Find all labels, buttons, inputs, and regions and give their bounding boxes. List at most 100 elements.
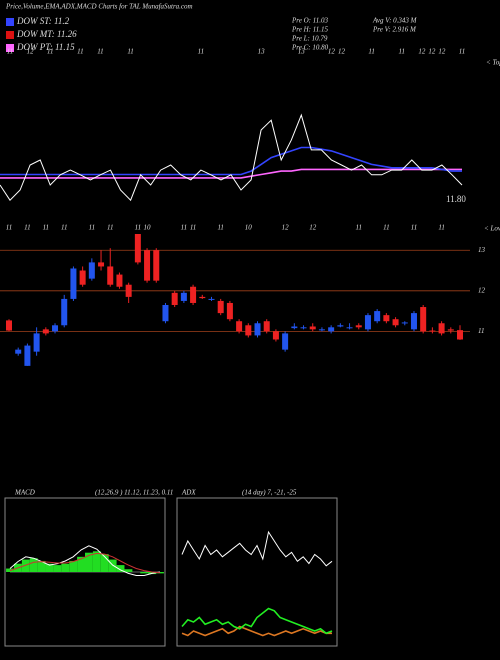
histogram-bar bbox=[85, 552, 93, 572]
candle-body bbox=[217, 300, 224, 314]
x-tick-label: 12 bbox=[438, 48, 446, 56]
candle-body bbox=[410, 313, 417, 330]
candle-body bbox=[236, 321, 243, 332]
x-tick-label: 13 bbox=[298, 48, 306, 56]
x-tick-label: 11 bbox=[6, 224, 12, 232]
candle-body bbox=[79, 270, 86, 285]
candle-body bbox=[134, 234, 141, 263]
candle-body bbox=[364, 315, 371, 330]
candle-body bbox=[245, 325, 252, 336]
x-tick-label: 11 bbox=[43, 224, 49, 232]
y-tick-label: 12 bbox=[478, 286, 486, 294]
histogram-bar bbox=[69, 560, 78, 572]
candle-body bbox=[190, 286, 197, 303]
x-tick-label: 11 bbox=[190, 224, 196, 232]
candle-body bbox=[447, 329, 454, 331]
candle-body bbox=[52, 325, 59, 332]
macd-line bbox=[9, 545, 161, 576]
x-tick-label: 11 bbox=[411, 224, 417, 232]
histogram-bar bbox=[124, 569, 133, 572]
x-tick-label: 11 bbox=[89, 224, 95, 232]
legend-swatch bbox=[6, 44, 14, 52]
candle-body bbox=[309, 326, 316, 330]
adx-panel bbox=[176, 497, 338, 647]
x-tick-label: 12 bbox=[282, 224, 290, 232]
x-tick-label: 11 bbox=[217, 224, 223, 232]
candle-body bbox=[337, 325, 344, 327]
histogram-bar bbox=[53, 565, 62, 572]
y-tick-label: 13 bbox=[478, 246, 486, 254]
candle-body bbox=[42, 329, 49, 334]
candle-body bbox=[70, 268, 77, 299]
candle-body bbox=[88, 262, 95, 279]
candle-body bbox=[15, 349, 22, 354]
annotation: 11.80 bbox=[446, 194, 466, 204]
x-tick-label: 11 bbox=[7, 48, 13, 56]
legend-swatch bbox=[6, 18, 14, 26]
candle-body bbox=[383, 315, 390, 322]
panel-label: (12,26,9 ) 11.12, 11.23, 0.11 bbox=[95, 489, 173, 497]
candle-body bbox=[291, 326, 298, 329]
candle-body bbox=[61, 298, 68, 326]
candle-body bbox=[318, 329, 325, 331]
x-tick-label: 10 bbox=[144, 224, 152, 232]
x-tick-label: 12 bbox=[418, 48, 426, 56]
candle-body bbox=[33, 333, 40, 352]
panel-title: MACD bbox=[14, 489, 35, 497]
legend-swatch bbox=[6, 31, 14, 39]
x-tick-label: 11 bbox=[47, 48, 53, 56]
histogram-bar bbox=[108, 559, 117, 572]
x-tick-label: 11 bbox=[383, 224, 389, 232]
candle-body bbox=[162, 305, 169, 322]
candle-body bbox=[420, 307, 427, 332]
stat: Pre L: 10.79 bbox=[291, 35, 328, 43]
x-tick-label: 11 bbox=[198, 48, 204, 56]
x-tick-label: 12 bbox=[338, 48, 346, 56]
x-tick-label: 11 bbox=[459, 48, 465, 56]
candle-body bbox=[98, 262, 105, 267]
candle-body bbox=[199, 296, 206, 299]
candle-body bbox=[144, 250, 151, 281]
stat: Pre C: 10.80 bbox=[291, 44, 329, 52]
x-tick-label: 11 bbox=[135, 224, 141, 232]
candle-body bbox=[272, 331, 279, 340]
x-tick-label: 12 bbox=[428, 48, 436, 56]
x-tick-label: 11 bbox=[368, 48, 374, 56]
histogram-bar bbox=[61, 563, 70, 572]
candle-body bbox=[401, 322, 408, 324]
panel-title: ADX bbox=[181, 489, 196, 497]
candle-body bbox=[355, 325, 362, 328]
macd-line bbox=[9, 552, 161, 574]
x-tick-label: 13 bbox=[258, 48, 266, 56]
x-tick-label: 12 bbox=[328, 48, 336, 56]
legend-label: DOW MT: 11.26 bbox=[16, 29, 77, 39]
candle-body bbox=[457, 330, 463, 340]
legend-label: DOW ST: 11.2 bbox=[16, 16, 70, 26]
candle-body bbox=[125, 284, 132, 297]
histogram-bar bbox=[140, 572, 149, 574]
candle-body bbox=[107, 266, 114, 285]
candle-body bbox=[346, 327, 353, 329]
histogram-bar bbox=[100, 554, 109, 572]
candle-body bbox=[171, 292, 178, 305]
stat: Avg V: 0.343 M bbox=[372, 17, 418, 25]
x-tick-label: 11 bbox=[356, 224, 362, 232]
panel-label: (14 day) 7, -21, -25 bbox=[242, 489, 297, 497]
x-tick-label: 12 bbox=[309, 224, 317, 232]
low-note: < Lowes bbox=[484, 225, 500, 233]
x-tick-label: 11 bbox=[24, 224, 30, 232]
x-tick-label: 11 bbox=[398, 48, 404, 56]
candle-body bbox=[254, 323, 261, 336]
line-series bbox=[0, 168, 462, 179]
line-series bbox=[181, 530, 333, 567]
candle-body bbox=[116, 274, 123, 287]
y-tick-label: 11 bbox=[478, 327, 484, 335]
candle-body bbox=[438, 323, 445, 334]
candle-body bbox=[6, 320, 12, 331]
histogram-bar bbox=[45, 563, 54, 572]
stat: Pre O: 11.03 bbox=[291, 17, 328, 25]
x-tick-label: 11 bbox=[181, 224, 187, 232]
page-title: Price,Volume,EMA,ADX,MACD Charts for TAL… bbox=[5, 3, 193, 11]
